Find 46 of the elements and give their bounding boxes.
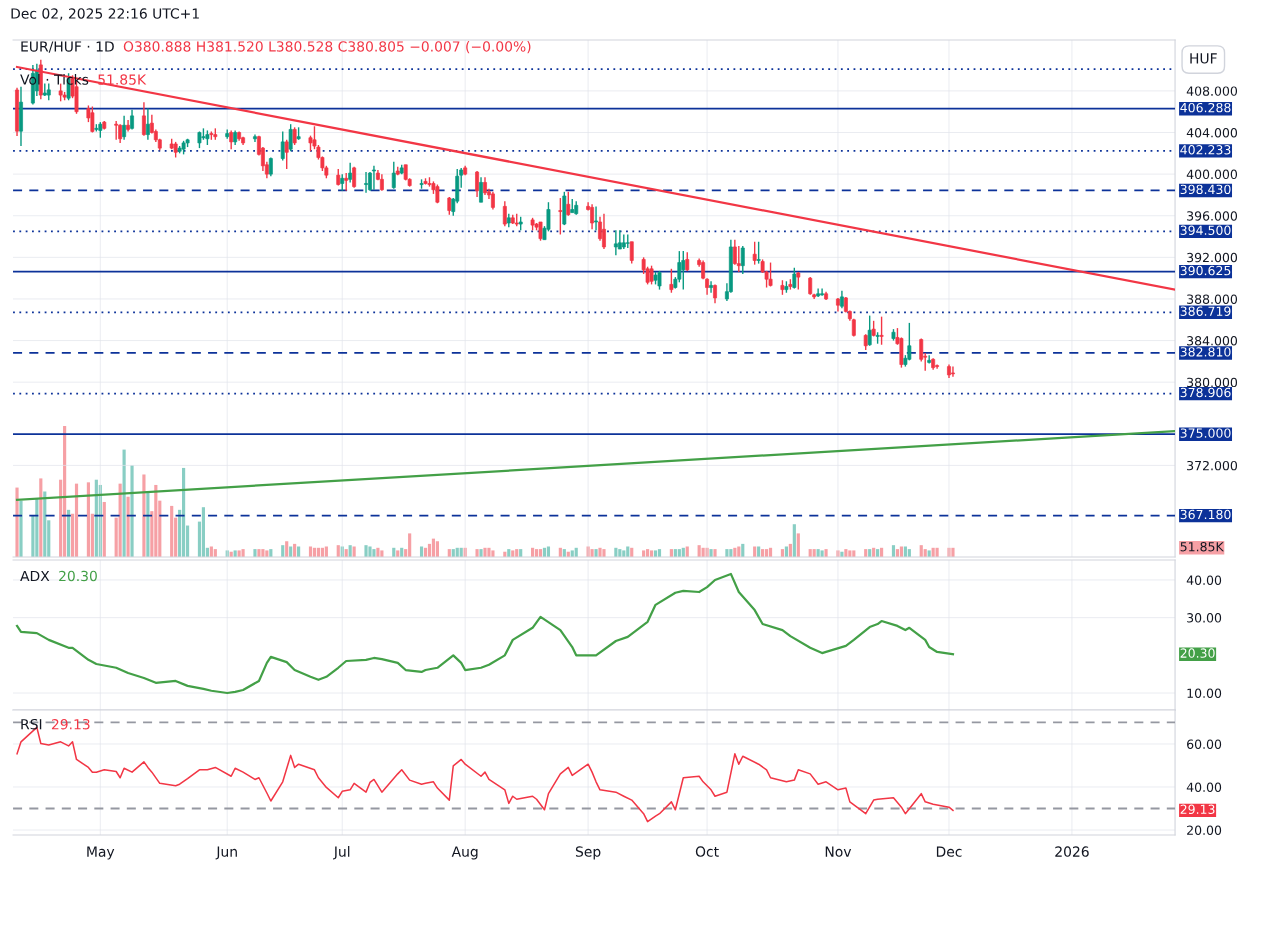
annotation: 20.30 [59, 570, 97, 582]
y-tick-label: 408.000 [1186, 86, 1238, 96]
ref-line-label: 378.906 [1180, 387, 1231, 398]
ref-line-label: 390.625 [1180, 265, 1231, 276]
chart-title: EUR/HUF · 1D [21, 41, 114, 53]
chart-subtitle: O380.888 H381.520 L380.528 C380.805 −0.007 (−0.00%) [123, 40, 531, 54]
x-tick-label: May [87, 846, 115, 860]
annotation: 29.13 [51, 718, 90, 730]
y-tick-label: 392.000 [1187, 252, 1238, 263]
y-tick-label: 10.00 [1187, 688, 1222, 698]
y-tick-label: 404.000 [1186, 127, 1238, 138]
y-tick-label: 380.000 [1187, 377, 1238, 388]
text: RSI [21, 718, 42, 730]
y-tick-label: 372.000 [1187, 460, 1238, 471]
x-tick-label: Jul [333, 846, 350, 860]
ref-line-label: 375.000 [1180, 428, 1231, 438]
y-tick-label: 20.00 [1187, 825, 1222, 835]
text: 51.85K [1180, 541, 1224, 552]
text: 29.13 [1180, 804, 1215, 815]
y-tick-label: 384.000 [1187, 336, 1238, 346]
text: 20.30 [1180, 648, 1215, 658]
ref-line-label: 402.233 [1180, 145, 1231, 155]
ref-line-label: 386.719 [1180, 306, 1231, 316]
y-tick-label: 400.000 [1186, 169, 1238, 180]
ref-line-label: 367.180 [1180, 509, 1231, 520]
y-tick-label: 40.00 [1186, 782, 1222, 792]
ref-line-label: 398.430 [1180, 184, 1231, 195]
text: Dec 02, 2025 22:16 UTC+1 [11, 8, 199, 21]
y-tick-label: 30.00 [1187, 613, 1222, 623]
text: 51.85K [98, 74, 147, 85]
ref-line-label: 382.810 [1180, 347, 1231, 357]
text: HUF [1190, 53, 1217, 64]
y-tick-label: 40.00 [1186, 575, 1222, 585]
x-tick-label: 2026 [1055, 846, 1089, 857]
x-tick-label: Aug [451, 846, 478, 860]
x-tick-label: Oct [695, 846, 719, 857]
x-tick-label: Sep [575, 846, 601, 860]
y-tick-label: 60.00 [1187, 739, 1222, 749]
x-tick-label: Nov [825, 846, 852, 857]
x-tick-label: Jun [215, 846, 237, 860]
ref-line-label: 394.500 [1180, 225, 1231, 235]
y-tick-label: 388.000 [1187, 294, 1238, 304]
text: ADX [20, 570, 50, 582]
ref-line-label: 406.288 [1180, 102, 1231, 113]
y-tick-label: 396.000 [1187, 211, 1238, 221]
x-tick-label: Dec [936, 846, 962, 857]
